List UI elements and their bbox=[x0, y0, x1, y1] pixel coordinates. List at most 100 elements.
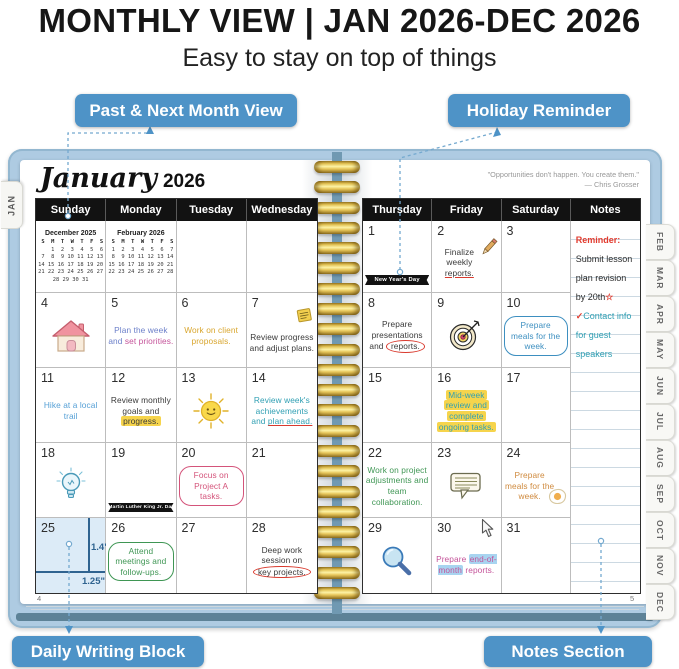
spiral-coil bbox=[314, 181, 360, 194]
day-cell-1: 1 New Year's Day bbox=[363, 221, 433, 293]
day-note: Review monthly goals and progress. bbox=[110, 395, 171, 427]
day-cell-17: 17 bbox=[501, 368, 571, 443]
sun-icon bbox=[193, 393, 229, 429]
mini-calendar-title: February 2026 bbox=[117, 230, 165, 237]
day-number: 12 bbox=[111, 371, 126, 385]
day-number: 17 bbox=[506, 371, 521, 385]
notes-reminder: Reminder: Submit lesson plan revision by… bbox=[576, 231, 637, 307]
day-cell-4: 4 bbox=[36, 293, 107, 368]
tab-label: MAY bbox=[655, 339, 665, 361]
notes-reminder-title: Reminder: bbox=[575, 235, 621, 245]
day-cell-8: 8 Prepare presentations and reports. bbox=[363, 293, 433, 368]
cover-bottom-band bbox=[16, 613, 654, 621]
day-number: 10 bbox=[506, 296, 521, 310]
tab-nov[interactable]: NOV bbox=[646, 548, 675, 584]
page-number-right: 5 bbox=[630, 594, 635, 603]
day-number: 23 bbox=[437, 446, 452, 460]
tab-label: JAN bbox=[6, 194, 17, 216]
mini-calendar-dates: 1 2 3 4 5 6 7 8 9 10 11 12 13 14 15 16 1… bbox=[38, 246, 104, 283]
spiral-coil bbox=[314, 546, 360, 559]
day-number: 11 bbox=[41, 371, 54, 385]
year: 2026 bbox=[162, 171, 206, 192]
spiral-coil bbox=[314, 485, 360, 498]
day-number: 26 bbox=[111, 521, 126, 535]
note-bubble: Prepare meals for the week. bbox=[503, 316, 568, 356]
tab-oct[interactable]: OCT bbox=[646, 512, 675, 548]
note-bubble: Attend meetings and follow-ups. bbox=[108, 541, 174, 582]
day-cell-2: 2 Finalize weekly reports. bbox=[432, 221, 502, 293]
day-number: 8 bbox=[368, 296, 375, 310]
day-cell-31: 31 bbox=[501, 518, 571, 593]
left-page-calendar: Sunday Monday Tuesday Wednesday December… bbox=[35, 198, 318, 594]
day-note: Work on project adjustments and team col… bbox=[365, 464, 429, 507]
tab-jun[interactable]: JUN bbox=[646, 368, 675, 404]
tab-feb[interactable]: FEB bbox=[646, 224, 675, 260]
cursor-icon bbox=[481, 519, 493, 538]
spiral-coil bbox=[314, 566, 360, 579]
day-note: Prepare meals for the week. bbox=[504, 470, 555, 502]
day-number: 28 bbox=[251, 521, 266, 535]
tab-label: DEC bbox=[655, 591, 665, 613]
day-cell-28: 28 Deep work session on key projects. bbox=[246, 518, 317, 593]
day-cell-6: 6 Work on client proposals. bbox=[176, 293, 247, 368]
day-cell-18: 18 bbox=[36, 443, 107, 518]
spiral-coil bbox=[314, 465, 360, 478]
mini-calendar-title: December 2025 bbox=[44, 230, 97, 237]
tab-sep[interactable]: SEP bbox=[646, 476, 675, 512]
mini-calendar-december: December 2025 S M T W T F S 1 2 3 4 5 6 … bbox=[36, 230, 105, 285]
day-cell-5: 5 Plan the week and set priorities. bbox=[106, 293, 177, 368]
tab-label: AUG bbox=[655, 447, 665, 469]
spiral-coil bbox=[314, 505, 360, 518]
tab-dec[interactable]: DEC bbox=[646, 584, 675, 620]
day-cell-3: 3 bbox=[501, 221, 571, 293]
measurement-line-vertical bbox=[88, 518, 90, 571]
day-cell-23: 23 bbox=[432, 443, 502, 518]
day-cell-29: 29 bbox=[363, 518, 433, 593]
notes-contact: ✓Contact info for guest speakers bbox=[576, 307, 637, 364]
spiral-coil bbox=[314, 384, 360, 397]
empty-cell bbox=[246, 221, 317, 293]
day-number: 20 bbox=[181, 446, 196, 460]
callout-daily-writing-block: Daily Writing Block bbox=[12, 636, 204, 667]
arrowhead-up bbox=[146, 126, 154, 134]
measurement-width: 1.4" bbox=[91, 542, 109, 553]
right-page-calendar: Thursday Friday Saturday Notes 1 New Yea… bbox=[362, 198, 641, 594]
tab-jul[interactable]: JUL bbox=[646, 404, 675, 440]
day-cell-19: 19 Martin Luther King Jr. Day bbox=[106, 443, 177, 518]
spiral-coil bbox=[314, 201, 360, 214]
day-cell-22: 22 Work on project adjustments and team … bbox=[363, 443, 433, 518]
day-note: Hike at a local trail bbox=[43, 400, 98, 421]
day-number: 13 bbox=[181, 371, 196, 385]
speech-bubble-icon bbox=[450, 472, 482, 500]
spiral-coil bbox=[314, 282, 360, 295]
day-cell-10: 10 Prepare meals for the week. bbox=[501, 293, 571, 368]
tab-jan[interactable]: JAN bbox=[1, 181, 23, 229]
day-number: 15 bbox=[368, 371, 382, 385]
day-cell-21: 21 bbox=[246, 443, 317, 518]
tab-mar[interactable]: MAR bbox=[646, 260, 675, 296]
tab-aug[interactable]: AUG bbox=[646, 440, 675, 476]
page-subtitle: Easy to stay on top of things bbox=[182, 44, 497, 72]
lightbulb-icon bbox=[56, 467, 86, 499]
star-icon: ☆ bbox=[605, 292, 614, 302]
day-note: Mid-week review and complete ongoing tas… bbox=[436, 389, 496, 432]
spiral-coil bbox=[314, 242, 360, 255]
spiral-coil bbox=[314, 343, 360, 356]
tab-apr[interactable]: APR bbox=[646, 296, 675, 332]
day-note: Finalize weekly reports. bbox=[444, 246, 475, 278]
spiral-coil bbox=[314, 323, 360, 336]
spiral-coil bbox=[314, 302, 360, 315]
notes-reminder-body: Submit lesson plan revision by 20th☆ bbox=[575, 254, 633, 302]
day-number: 21 bbox=[251, 446, 266, 460]
house-icon bbox=[51, 319, 90, 352]
tab-may[interactable]: MAY bbox=[646, 332, 675, 368]
magnifier-icon bbox=[382, 546, 412, 575]
day-cell-15: 15 bbox=[363, 368, 433, 443]
empty-cell bbox=[176, 221, 247, 293]
day-note: Plan the week and set priorities. bbox=[108, 325, 174, 346]
quote-author: — Chris Grosser bbox=[584, 180, 639, 189]
day-number: 18 bbox=[41, 446, 55, 460]
column-header-sunday: Sunday bbox=[36, 199, 107, 221]
checkmark-icon: ✓ bbox=[575, 311, 584, 321]
notes-contact-text: Contact info for guest speakers bbox=[575, 311, 632, 359]
